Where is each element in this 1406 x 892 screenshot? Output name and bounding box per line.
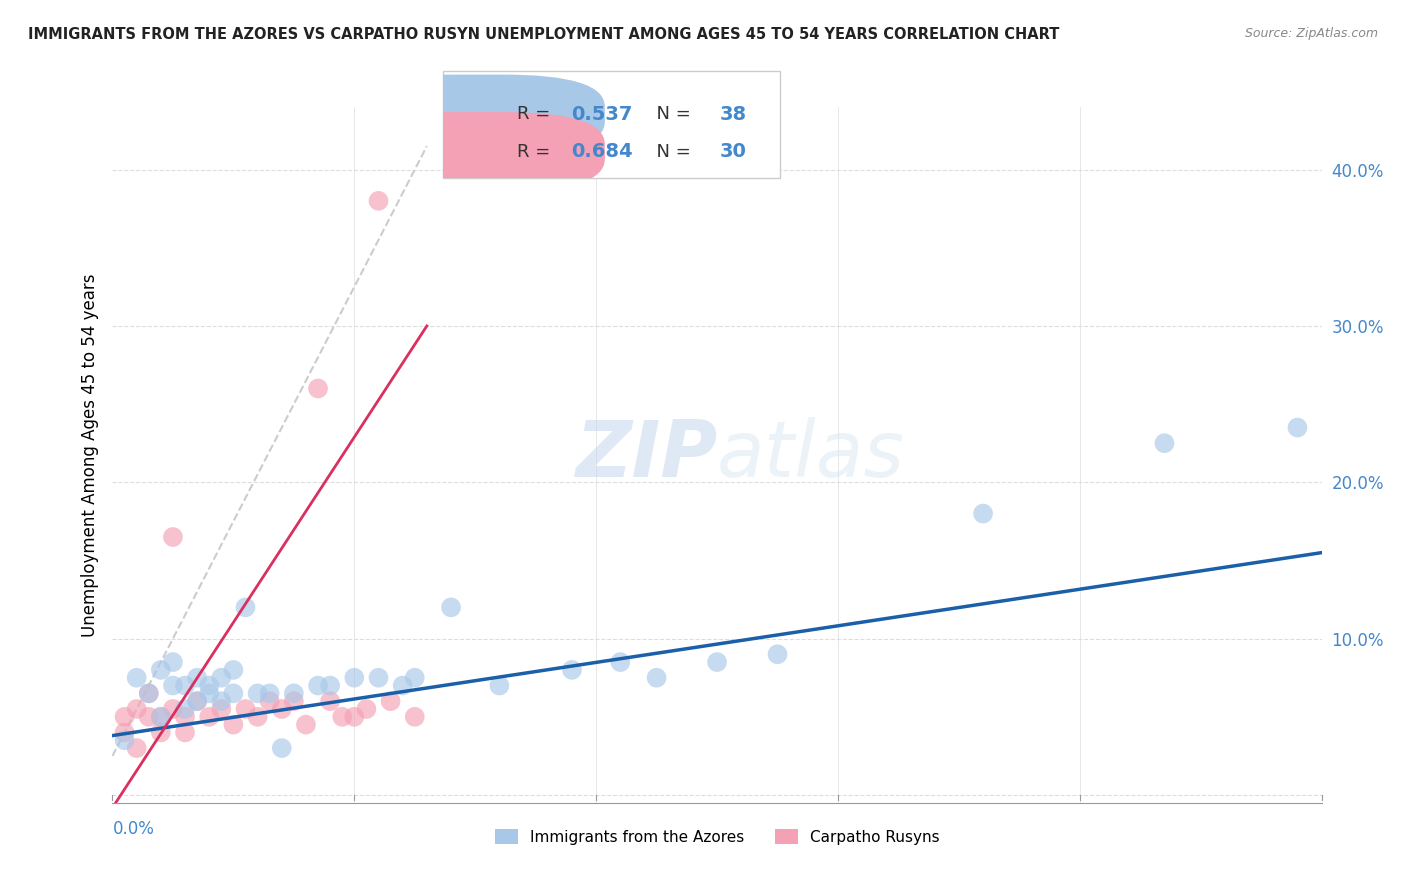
Point [125,702,148,716]
Point [766,647,789,661]
Point [222,663,245,677]
Point [162,679,184,693]
Point [307,382,329,396]
Point [186,694,208,708]
Text: 38: 38 [720,104,747,124]
Point [319,679,342,693]
Point [162,702,184,716]
Text: 0.537: 0.537 [571,104,633,124]
Point [125,671,148,685]
Point [174,710,197,724]
Point [356,702,378,716]
Point [283,694,305,708]
Point [174,702,197,716]
FancyBboxPatch shape [356,75,605,153]
Point [209,694,232,708]
Point [138,686,160,700]
Point [367,671,389,685]
Point [222,686,245,700]
Point [125,741,148,756]
Point [186,694,208,708]
Point [186,671,208,685]
Point [319,694,342,708]
Point [162,655,184,669]
Point [440,600,463,615]
Point [391,679,413,693]
Point [259,686,281,700]
Text: R =: R = [517,105,557,123]
Point [198,710,221,724]
Point [609,655,631,669]
Point [645,671,668,685]
Point [174,679,197,693]
Point [235,702,257,716]
Point [367,194,389,208]
Point [198,679,221,693]
Point [1286,420,1309,434]
Point [270,702,292,716]
Point [149,710,172,724]
Point [270,741,292,756]
Text: 30: 30 [720,142,747,161]
Point [246,686,269,700]
Point [307,679,329,693]
Point [404,710,426,724]
Point [404,671,426,685]
Point [488,679,510,693]
Legend: Immigrants from the Azores, Carpatho Rusyns: Immigrants from the Azores, Carpatho Rus… [489,822,945,851]
Point [209,671,232,685]
Point [149,710,172,724]
Point [561,663,583,677]
Text: R =: R = [517,143,557,161]
Y-axis label: Unemployment Among Ages 45 to 54 years: Unemployment Among Ages 45 to 54 years [80,273,98,637]
Point [380,694,402,708]
Text: IMMIGRANTS FROM THE AZORES VS CARPATHO RUSYN UNEMPLOYMENT AMONG AGES 45 TO 54 YE: IMMIGRANTS FROM THE AZORES VS CARPATHO R… [28,27,1060,42]
Point [259,694,281,708]
Text: Source: ZipAtlas.com: Source: ZipAtlas.com [1244,27,1378,40]
Point [114,725,136,739]
Point [235,600,257,615]
Point [198,686,221,700]
Point [114,733,136,747]
Point [114,710,136,724]
Point [174,725,197,739]
Point [222,717,245,731]
Point [149,663,172,677]
Point [330,710,353,724]
Point [706,655,728,669]
Text: 0.684: 0.684 [571,142,633,161]
Point [138,710,160,724]
FancyBboxPatch shape [356,112,605,191]
Point [295,717,318,731]
Text: N =: N = [645,105,697,123]
Point [162,530,184,544]
FancyBboxPatch shape [443,71,780,178]
Point [149,725,172,739]
Point [343,671,366,685]
Point [209,702,232,716]
Text: N =: N = [645,143,697,161]
Point [343,710,366,724]
Point [138,686,160,700]
Point [283,686,305,700]
Point [246,710,269,724]
Point [972,507,994,521]
Text: 0.0%: 0.0% [112,821,155,838]
Text: ZIP: ZIP [575,417,717,493]
Text: atlas: atlas [717,417,905,493]
Point [1153,436,1175,450]
